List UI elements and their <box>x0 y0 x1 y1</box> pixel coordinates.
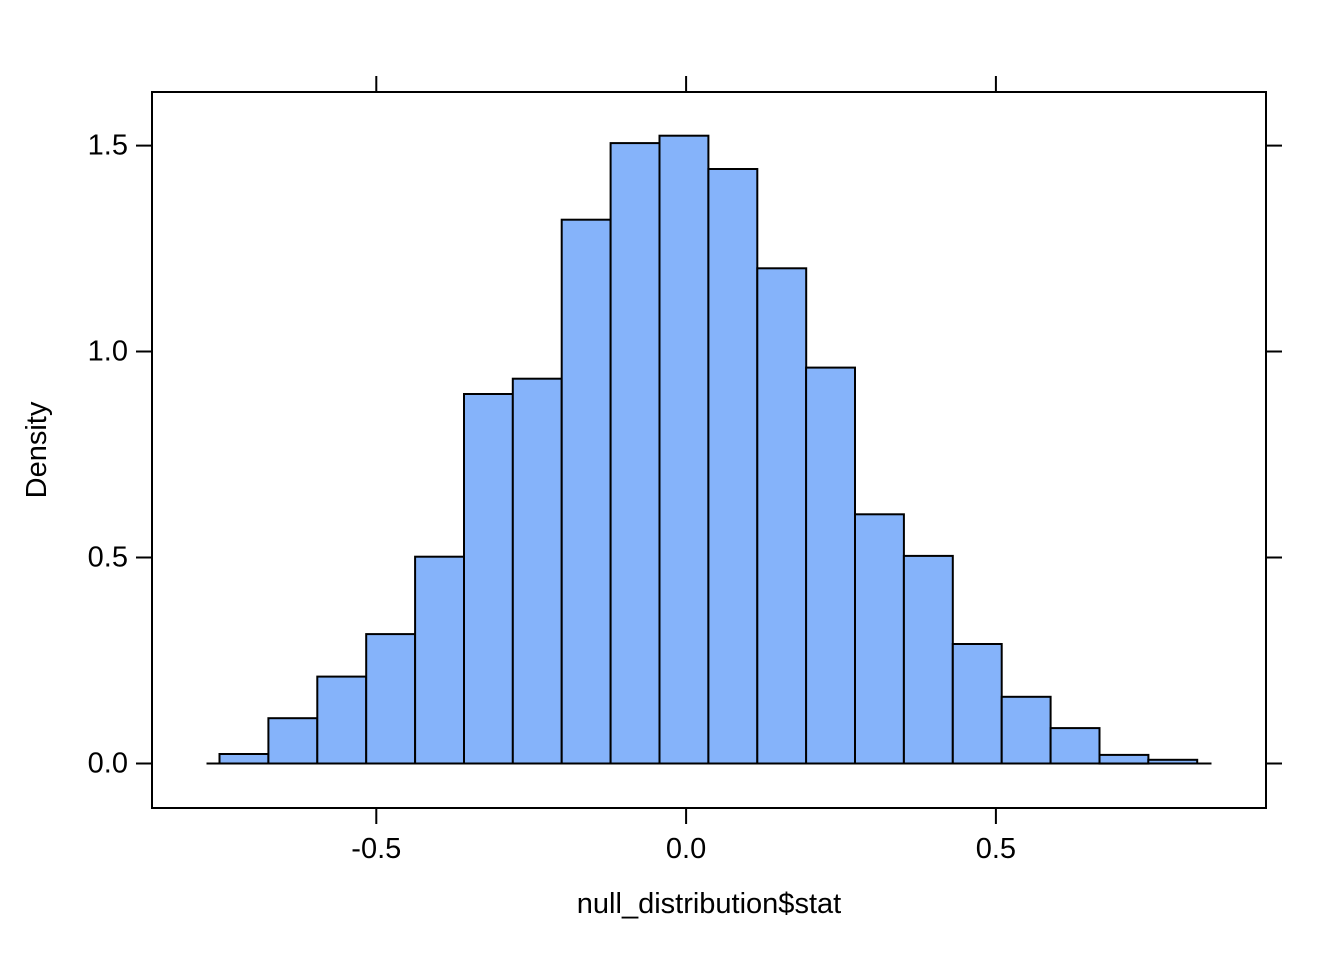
x-axis-title: null_distribution$stat <box>577 888 841 920</box>
x-tick-label: 0.0 <box>666 833 706 865</box>
histogram-bar <box>1000 695 1052 765</box>
y-tick-label: 1.0 <box>88 336 128 368</box>
histogram-bar <box>707 168 759 765</box>
histogram-bar <box>658 134 710 765</box>
histogram-bar <box>414 555 466 765</box>
histogram-bar <box>560 218 612 765</box>
histogram-bar <box>267 717 319 765</box>
axis-tick-labels: -0.5 0.0 0.5 0.0 0.5 1.0 1.5 <box>88 130 1016 865</box>
histogram-bar <box>805 366 856 765</box>
histogram-bar <box>951 643 1003 765</box>
histogram-bar <box>511 377 563 765</box>
histogram-bar <box>1049 727 1101 765</box>
histogram-bar <box>1098 753 1150 765</box>
histogram-bar <box>316 675 368 765</box>
histogram-bar <box>218 753 270 765</box>
histogram-bar <box>365 633 417 765</box>
y-tick-label: 0.0 <box>88 748 128 780</box>
y-tick-label: 0.5 <box>88 542 128 574</box>
x-tick-label: 0.5 <box>976 833 1016 865</box>
axis-ticks <box>136 76 1282 824</box>
y-tick-label: 1.5 <box>88 130 128 162</box>
histogram-bar <box>756 267 808 765</box>
histogram-bar <box>902 554 954 765</box>
plot-border-box <box>151 91 1267 809</box>
histogram-bar <box>609 142 661 765</box>
histogram-bars <box>218 134 1199 765</box>
histogram-bar <box>463 393 514 765</box>
histogram-bar <box>854 513 905 765</box>
y-axis-title: Density <box>21 401 53 498</box>
x-tick-label: -0.5 <box>351 833 401 865</box>
